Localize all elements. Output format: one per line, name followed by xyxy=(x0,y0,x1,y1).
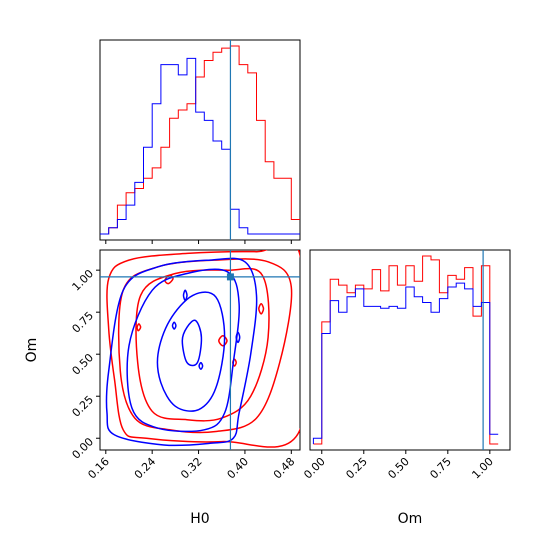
contour-line-0 xyxy=(106,250,300,448)
x-tick-label-h0-4: 0.48 xyxy=(271,455,298,482)
contour-line-15 xyxy=(235,331,241,344)
contour-line-4 xyxy=(136,323,142,332)
truth-marker xyxy=(226,273,234,281)
panel-hist-h0 xyxy=(99,39,301,244)
hist-om-series-1 xyxy=(312,282,499,444)
x-tick-label-h0-1: 0.24 xyxy=(132,455,159,482)
contour-line-10 xyxy=(156,291,226,412)
contour-line-6 xyxy=(258,303,265,315)
y-tick-label-om-3: 0.75 xyxy=(70,309,97,336)
y-tick-label-om-4: 1.00 xyxy=(70,267,97,294)
panel-contour-h0-om xyxy=(99,249,301,451)
x-tick-label-om-0: 0.00 xyxy=(301,455,328,482)
contour-line-5 xyxy=(218,334,228,347)
y-tick-label-om-0: 0.00 xyxy=(70,435,97,462)
hist-h0-series-1 xyxy=(100,57,300,235)
x-tick-label-h0-2: 0.32 xyxy=(178,455,205,482)
contour-lines xyxy=(105,250,300,448)
contour-marks xyxy=(100,250,300,450)
x-tick-label-om-3: 0.75 xyxy=(427,455,454,482)
x-tick-label-om-2: 0.50 xyxy=(385,455,412,482)
contour-line-13 xyxy=(171,321,177,330)
panel-hist-om xyxy=(309,249,511,451)
hist-h0-marks xyxy=(100,40,300,244)
contour-line-3 xyxy=(164,274,174,285)
tick-labels: 0.16 0.24 0.32 0.40 0.480.000.250.500.751.00… xyxy=(70,267,496,481)
panel-contour-frame xyxy=(99,249,301,451)
x-tick-label-h0-0: 0.16 xyxy=(85,455,112,482)
y-tick-label-om-1: 0.25 xyxy=(70,393,97,420)
panel-hist-h0-frame xyxy=(99,39,301,241)
y-axis-label-om: Om xyxy=(24,338,40,363)
x-axis-label-h0: H0 xyxy=(190,511,209,527)
hist-h0-series-0 xyxy=(100,45,300,235)
contour-line-9 xyxy=(126,268,240,433)
y-tick-label-om-2: 0.50 xyxy=(70,351,97,378)
x-tick-label-om-4: 1.00 xyxy=(469,455,496,482)
contour-line-12 xyxy=(182,289,188,302)
contour-line-2 xyxy=(135,267,270,422)
x-tick-label-om-1: 0.25 xyxy=(343,455,370,482)
hist-om-marks xyxy=(312,250,499,450)
hist-om-series-0 xyxy=(313,255,499,445)
x-tick-label-h0-3: 0.40 xyxy=(225,455,252,482)
panel-hist-om-frame xyxy=(309,249,511,451)
x-axis-label-om: Om xyxy=(398,511,423,527)
contour-line-14 xyxy=(198,361,204,371)
contour-line-11 xyxy=(181,319,203,367)
contour-line-8 xyxy=(105,257,258,447)
